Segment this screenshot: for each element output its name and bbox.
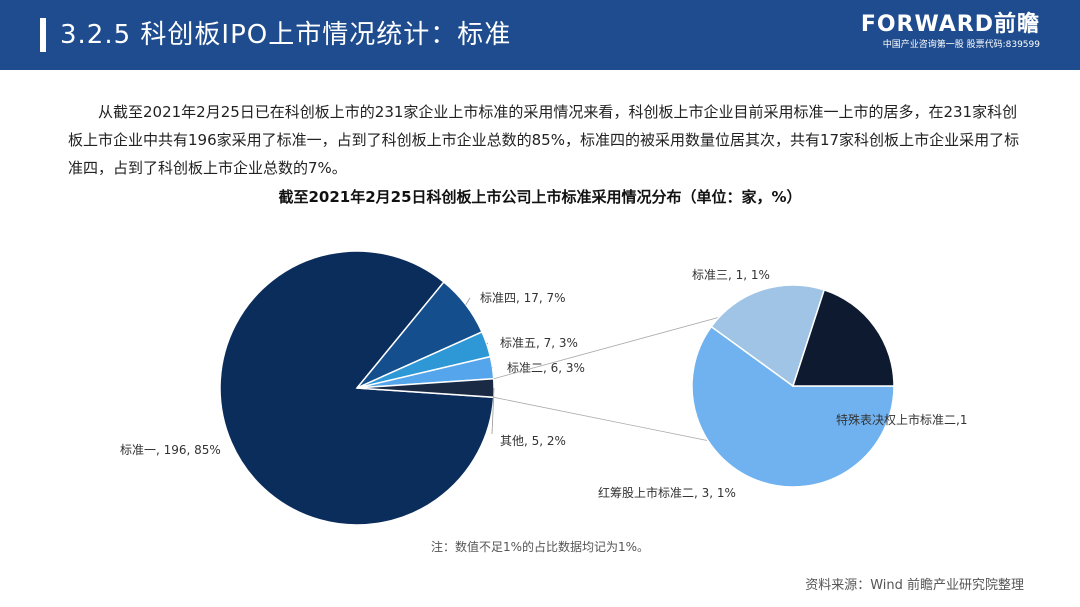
leader-line-4 [491, 387, 495, 435]
brand-slogan: 中国产业咨询第一股 股票代码:839599 [882, 40, 1040, 50]
main-pie-label-4: 其他, 5, 2% [500, 434, 566, 448]
main-pie-label-2: 标准五, 7, 3% [500, 336, 578, 350]
main-pie-label-3: 标准二, 6, 3% [507, 361, 585, 375]
secondary-pie-slice-0 [691, 325, 895, 488]
leader-line-1 [465, 297, 471, 306]
leader-line-2 [486, 342, 489, 345]
header-bar: 3.2.5 科创板IPO上市情况统计：标准 FORWARD前瞻 中国产业咨询第一… [0, 0, 1080, 70]
chart-title: 截至2021年2月25日科创板上市公司上市标准采用情况分布（单位：家，%） [278, 188, 802, 206]
secondary-pie-slice-1 [710, 284, 826, 388]
main-pie-label-1: 标准四, 17, 7% [480, 291, 566, 305]
main-pie-label-0: 标准一, 196, 85% [120, 443, 221, 457]
secondary-pie-label-2: 特殊表决权上市标准二,1 [836, 412, 967, 427]
page-title: 3.2.5 科创板IPO上市情况统计：标准 [60, 20, 512, 50]
source-note: 资料来源：Wind 前瞻产业研究院整理 [805, 578, 1024, 593]
title-accent-bar [40, 18, 46, 52]
secondary-pie-label-1: 标准三, 1, 1% [692, 268, 770, 282]
brand-logo: FORWARD前瞻 中国产业咨询第一股 股票代码:839599 [840, 12, 1040, 52]
chart-note: 注：数值不足1%的占比数据均记为1%。 [430, 540, 650, 554]
summary-paragraph: 从截至2021年2月25日已在科创板上市的231家企业上市标准的采用情况来看，科… [68, 103, 1020, 177]
brand-name: FORWARD前瞻 [860, 12, 1040, 37]
secondary-pie-slice-2 [791, 288, 895, 387]
secondary-pie-label-0: 红筹股上市标准二, 3, 1% [598, 485, 736, 500]
